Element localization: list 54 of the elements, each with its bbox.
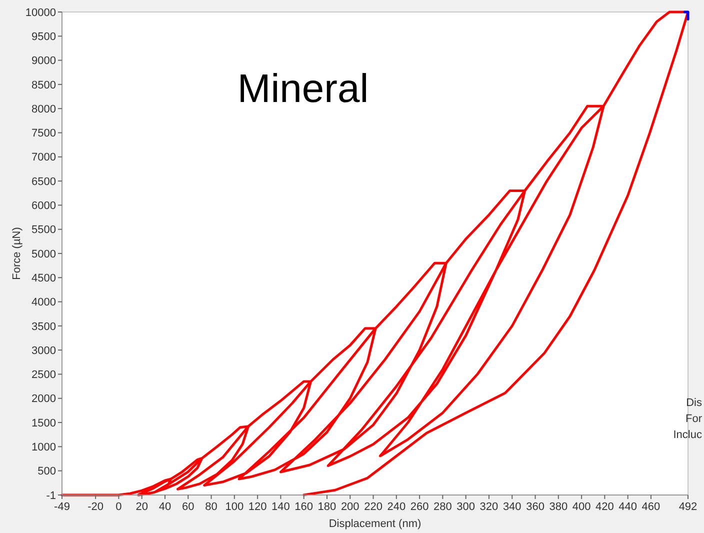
- y-tick-label: 7500: [32, 128, 56, 140]
- x-tick-label: 492: [678, 501, 698, 513]
- x-tick-label: 20: [136, 501, 148, 513]
- x-tick-label: 60: [182, 501, 194, 513]
- x-tick-label: -49: [54, 501, 70, 513]
- x-tick-label: 440: [618, 501, 638, 513]
- y-tick-label: 10000: [25, 6, 56, 19]
- x-tick-label: 380: [549, 501, 568, 513]
- y-axis-title: Force (µN): [11, 227, 23, 280]
- y-tick-label: -1: [46, 490, 56, 502]
- y-tick-label: 5500: [32, 224, 56, 236]
- x-tick-label: 360: [526, 501, 544, 513]
- y-tick-label: 3000: [32, 344, 56, 357]
- y-tick-label: 4500: [32, 272, 56, 284]
- y-tick-label: 2000: [32, 393, 56, 406]
- y-tick-label: 8500: [32, 79, 56, 92]
- x-tick-label: 240: [387, 501, 406, 513]
- x-tick-label: 100: [225, 501, 244, 513]
- x-tick-label: 340: [502, 501, 522, 513]
- x-tick-label: 220: [364, 501, 382, 513]
- x-tick-label: 460: [642, 501, 660, 513]
- y-tick-label: 9500: [32, 31, 56, 43]
- x-tick-label: 300: [456, 501, 476, 513]
- x-tick-label: 120: [248, 501, 267, 513]
- annotation: Dis: [686, 397, 702, 409]
- y-tick-label: 1500: [32, 417, 56, 430]
- x-tick-label: 260: [410, 501, 429, 513]
- y-tick-label: 6500: [32, 176, 56, 188]
- x-axis-title: Displacement (nm): [328, 518, 422, 530]
- y-tick-label: 500: [38, 466, 56, 478]
- annotation: For: [686, 413, 702, 425]
- x-tick-label: 0: [116, 501, 122, 513]
- annotation: Incluc: [673, 429, 702, 441]
- y-tick-label: 2500: [32, 369, 56, 382]
- text: Mineral: [237, 67, 369, 111]
- y-tick-label: 1000: [32, 442, 56, 454]
- x-tick-label: 180: [318, 501, 336, 513]
- x-tick-label: 400: [572, 501, 591, 513]
- x-tick-label: 140: [272, 501, 290, 513]
- x-tick-label: 280: [434, 501, 452, 513]
- x-tick-label: -20: [88, 501, 104, 513]
- x-tick-label: 420: [596, 501, 614, 513]
- x-tick-label: 80: [205, 501, 218, 513]
- x-tick-label: 160: [294, 501, 314, 513]
- y-tick-label: 8000: [32, 103, 56, 116]
- y-tick-label: 6000: [32, 200, 56, 212]
- y-tick-label: 4000: [32, 296, 56, 309]
- x-tick-label: 40: [158, 501, 172, 513]
- y-tick-label: 3500: [32, 320, 56, 333]
- x-tick-label: 200: [340, 501, 360, 513]
- x-tick-label: 320: [480, 501, 498, 513]
- y-tick-label: 9000: [32, 55, 56, 68]
- y-tick-label: 7000: [32, 152, 56, 164]
- y-tick-label: 5000: [32, 248, 56, 260]
